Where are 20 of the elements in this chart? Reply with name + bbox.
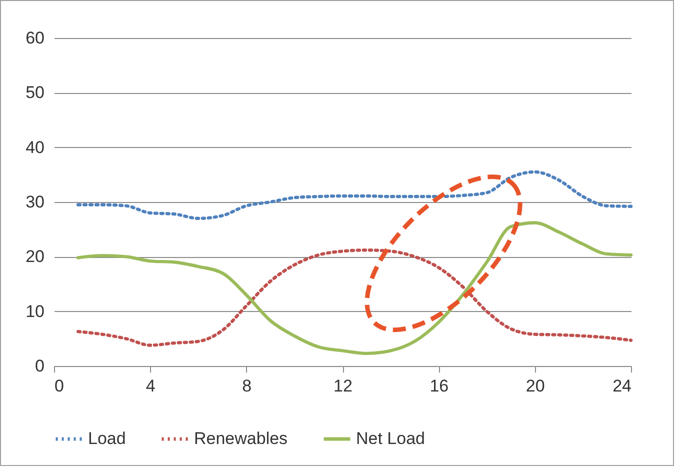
y-tick-label: 0 — [35, 356, 44, 376]
line-series — [76, 170, 633, 220]
line-series — [76, 221, 633, 356]
y-tick-label: 40 — [26, 138, 44, 157]
y-tick-label: 50 — [26, 83, 44, 102]
x-tick-label: 8 — [242, 376, 252, 396]
y-tick-label: 20 — [26, 247, 44, 266]
y-tick-label: 10 — [26, 302, 44, 321]
x-tick-label: 24 — [612, 376, 632, 396]
x-tick-label: 0 — [54, 376, 64, 396]
x-tick-label: 12 — [334, 376, 352, 396]
x-tick-label: 4 — [146, 376, 156, 396]
line-series — [76, 248, 633, 347]
legend-label: Net Load — [356, 429, 425, 448]
x-tick-label: 16 — [430, 376, 449, 396]
y-tick-label: 60 — [26, 28, 44, 48]
y-tick-label: 30 — [26, 192, 44, 212]
x-tick-label: 20 — [526, 376, 545, 396]
legend-label: Renewables — [194, 429, 288, 448]
legend-label: Load — [88, 429, 126, 448]
